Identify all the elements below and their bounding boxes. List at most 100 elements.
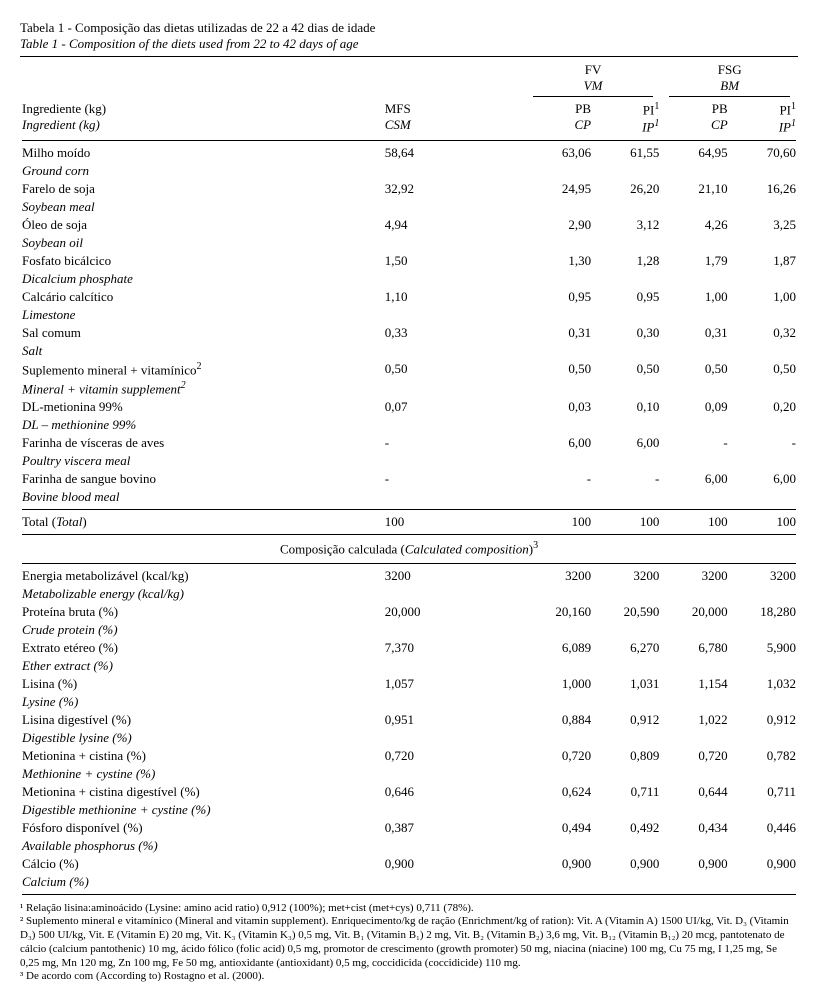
table-row: Farelo de soja32,9224,9526,2021,1016,26 bbox=[20, 180, 798, 198]
table-row: Cálcio (%)0,9000,9000,9000,9000,900 bbox=[20, 855, 798, 873]
rows-val: - bbox=[730, 434, 798, 452]
table-row-en: Poultry viscera meal bbox=[20, 452, 798, 470]
rows-val: 64,95 bbox=[661, 144, 729, 162]
table-row: Farinha de sangue bovino---6,006,00 bbox=[20, 470, 798, 488]
rows-val: 1,10 bbox=[383, 288, 525, 306]
rows-en: Poultry viscera meal bbox=[22, 453, 130, 468]
rows-val: 0,20 bbox=[730, 398, 798, 416]
rows-val: 4,26 bbox=[661, 216, 729, 234]
rows-val: 1,28 bbox=[593, 252, 661, 270]
rows-val: 24,95 bbox=[525, 180, 593, 198]
hdr-pb-1: PB bbox=[575, 101, 591, 116]
calc_rows-en: Ether extract (%) bbox=[22, 658, 113, 673]
rows-pt: Farelo de soja bbox=[22, 181, 95, 196]
table-title-pt: Tabela 1 - Composição das dietas utiliza… bbox=[20, 20, 798, 36]
table-row: Energia metabolizável (kcal/kg)320032003… bbox=[20, 567, 798, 585]
calc_rows-en: Digestible methionine + cystine (%) bbox=[22, 802, 211, 817]
calc_rows-en: Metabolizable energy (kcal/kg) bbox=[22, 586, 184, 601]
rows-val: 16,26 bbox=[730, 180, 798, 198]
calc_rows-val: 0,711 bbox=[593, 783, 661, 801]
rows-val: - bbox=[525, 470, 593, 488]
rows-val: 0,50 bbox=[383, 360, 525, 379]
table-row-en: Digestible methionine + cystine (%) bbox=[20, 801, 798, 819]
rows-val: 0,09 bbox=[661, 398, 729, 416]
rows-val: - bbox=[593, 470, 661, 488]
rows-val: - bbox=[383, 434, 525, 452]
group-header-row: FV VM FSG BM bbox=[20, 61, 798, 100]
table-row-en: Methionine + cystine (%) bbox=[20, 765, 798, 783]
table-row-en: Available phosphorus (%) bbox=[20, 837, 798, 855]
calc_rows-en: Crude protein (%) bbox=[22, 622, 118, 637]
group-rule-fv bbox=[533, 96, 654, 97]
calc_rows-en: Lysine (%) bbox=[22, 694, 78, 709]
rows-val: 0,50 bbox=[525, 360, 593, 379]
table-row: Milho moído58,6463,0661,5564,9570,60 bbox=[20, 144, 798, 162]
rows-val: 1,87 bbox=[730, 252, 798, 270]
rows-val: 0,32 bbox=[730, 324, 798, 342]
rows-val: 0,31 bbox=[661, 324, 729, 342]
calc_rows-val: 3200 bbox=[525, 567, 593, 585]
rows-en: Dicalcium phosphate bbox=[22, 271, 133, 286]
rows-pt: Calcário calcítico bbox=[22, 289, 113, 304]
rows-pt: Farinha de sangue bovino bbox=[22, 471, 156, 486]
calc_rows-pt: Fósforo disponível (%) bbox=[22, 820, 143, 835]
calc_rows-val: 3200 bbox=[730, 567, 798, 585]
hdr-ip-sup-1: 1 bbox=[654, 118, 659, 129]
rows-val: 1,30 bbox=[525, 252, 593, 270]
rows-val: 58,64 bbox=[383, 144, 525, 162]
rows-val: 61,55 bbox=[593, 144, 661, 162]
total-v2: 100 bbox=[593, 513, 661, 531]
rows-val: 0,30 bbox=[593, 324, 661, 342]
total-label-pt: Total bbox=[22, 514, 49, 529]
rows-val: 1,50 bbox=[383, 252, 525, 270]
table-row: Sal comum0,330,310,300,310,32 bbox=[20, 324, 798, 342]
total-v3: 100 bbox=[661, 513, 729, 531]
calc_rows-val: 0,720 bbox=[661, 747, 729, 765]
footnote-1: ¹ Relação lisina:aminoácido (Lysine: ami… bbox=[20, 902, 798, 916]
calc_rows-val: 0,387 bbox=[383, 819, 525, 837]
calc_rows-pt: Cálcio (%) bbox=[22, 856, 79, 871]
calc_rows-val: 0,711 bbox=[730, 783, 798, 801]
rows-pt: Milho moído bbox=[22, 145, 90, 160]
rows-val: 0,95 bbox=[525, 288, 593, 306]
calc_rows-val: 0,720 bbox=[525, 747, 593, 765]
calc_rows-val: 1,057 bbox=[383, 675, 525, 693]
table-row-en: Dicalcium phosphate bbox=[20, 270, 798, 288]
calc_rows-val: 1,000 bbox=[525, 675, 593, 693]
calc_rows-val: 20,000 bbox=[383, 603, 525, 621]
hdr-ip-1: IP bbox=[642, 120, 654, 135]
footnotes: ¹ Relação lisina:aminoácido (Lysine: ami… bbox=[20, 902, 798, 985]
table-row-en: Bovine blood meal bbox=[20, 488, 798, 506]
calc_rows-en: Available phosphorus (%) bbox=[22, 838, 158, 853]
table-row: Proteína bruta (%)20,00020,16020,59020,0… bbox=[20, 603, 798, 621]
rows-val: 6,00 bbox=[661, 470, 729, 488]
table-row: Lisina digestível (%)0,9510,8840,9121,02… bbox=[20, 711, 798, 729]
rows-pt: Fosfato bicálcico bbox=[22, 253, 111, 268]
rows-val: 4,94 bbox=[383, 216, 525, 234]
rule-after-total bbox=[22, 534, 796, 535]
rows-en: DL – methionine 99% bbox=[22, 417, 136, 432]
hdr-pi-1: PI bbox=[643, 102, 655, 117]
group-fv-pt: FV bbox=[585, 62, 602, 77]
rows-val: 6,00 bbox=[525, 434, 593, 452]
calc_rows-val: 5,900 bbox=[730, 639, 798, 657]
table-row: Lisina (%)1,0571,0001,0311,1541,032 bbox=[20, 675, 798, 693]
hdr-ip-2: IP bbox=[779, 120, 791, 135]
rows-val: 0,95 bbox=[593, 288, 661, 306]
table-row: Calcário calcítico1,100,950,951,001,00 bbox=[20, 288, 798, 306]
group-fsg-pt: FSG bbox=[718, 62, 742, 77]
hdr-pi-2: PI bbox=[779, 102, 791, 117]
rows-val: 0,31 bbox=[525, 324, 593, 342]
calc_rows-val: 0,912 bbox=[730, 711, 798, 729]
calc_rows-pt: Lisina (%) bbox=[22, 676, 77, 691]
rows-val: 0,50 bbox=[730, 360, 798, 379]
hdr-cp-1: CP bbox=[574, 117, 591, 132]
rows-val: 1,79 bbox=[661, 252, 729, 270]
table-row-en: Soybean oil bbox=[20, 234, 798, 252]
calc-title: Composição calculada (Calculated composi… bbox=[20, 538, 798, 559]
rows-val: 0,33 bbox=[383, 324, 525, 342]
rows-en: Soybean meal bbox=[22, 199, 95, 214]
calc_rows-en: Calcium (%) bbox=[22, 874, 89, 889]
table-row: Suplemento mineral + vitamínico20,500,50… bbox=[20, 360, 798, 379]
rows-val: 2,90 bbox=[525, 216, 593, 234]
